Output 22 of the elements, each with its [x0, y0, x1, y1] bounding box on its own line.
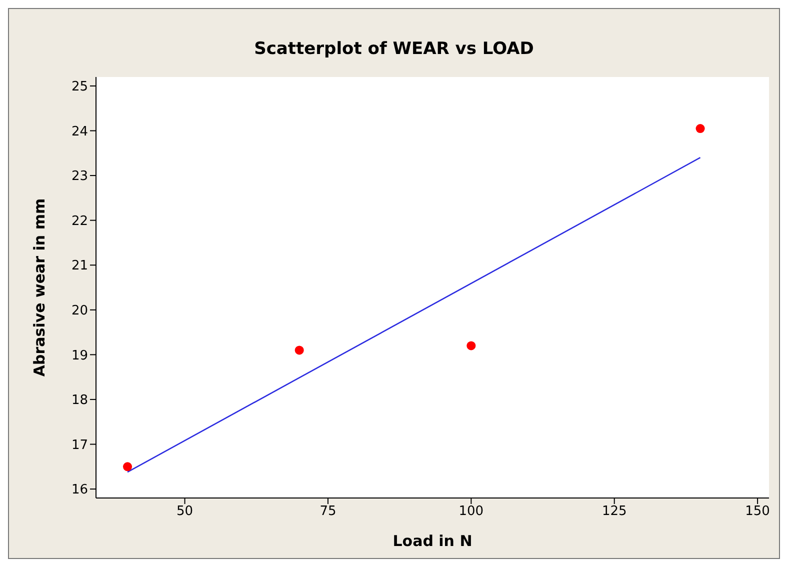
x-tick-label: 50: [176, 504, 194, 520]
y-tick-label: 22: [71, 214, 88, 229]
y-tick-label: 24: [71, 124, 88, 140]
point: [696, 124, 705, 134]
x-axis-title: Load in N: [392, 532, 472, 550]
y-tick-label: 19: [71, 348, 88, 364]
point: [466, 341, 476, 350]
y-tick-label: 17: [71, 438, 88, 453]
y-axis-title: Abrasive wear in mm: [30, 198, 48, 377]
x-tick-label: 100: [458, 504, 484, 520]
y-tick-label: 20: [71, 304, 88, 319]
y-tick-label: 25: [71, 80, 88, 95]
x-tick-label: 150: [745, 504, 770, 520]
y-tick-label: 21: [71, 258, 88, 274]
y-tick-label: 16: [71, 482, 88, 498]
y-tick-label: 18: [71, 393, 88, 408]
point: [122, 462, 132, 472]
chart-title: Scatterplot of WEAR vs LOAD: [253, 39, 535, 59]
x-tick-label: 75: [320, 504, 336, 520]
x-tick-label: 125: [602, 504, 627, 520]
point: [294, 346, 304, 355]
y-tick-label: 23: [71, 169, 88, 184]
